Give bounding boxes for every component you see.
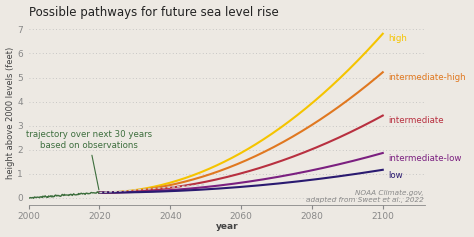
Text: NOAA Climate.gov,
adapted from Sweet et al., 2022: NOAA Climate.gov, adapted from Sweet et …	[306, 190, 423, 203]
X-axis label: year: year	[216, 223, 238, 232]
Text: high: high	[388, 34, 407, 43]
Text: intermediate: intermediate	[388, 116, 444, 125]
Text: low: low	[388, 170, 403, 179]
Text: intermediate-high: intermediate-high	[388, 73, 465, 82]
Y-axis label: height above 2000 levels (feet): height above 2000 levels (feet)	[6, 46, 15, 178]
Text: intermediate-low: intermediate-low	[388, 154, 462, 163]
Text: Possible pathways for future sea level rise: Possible pathways for future sea level r…	[28, 5, 278, 18]
Text: trajectory over next 30 years
based on observations: trajectory over next 30 years based on o…	[26, 130, 152, 190]
